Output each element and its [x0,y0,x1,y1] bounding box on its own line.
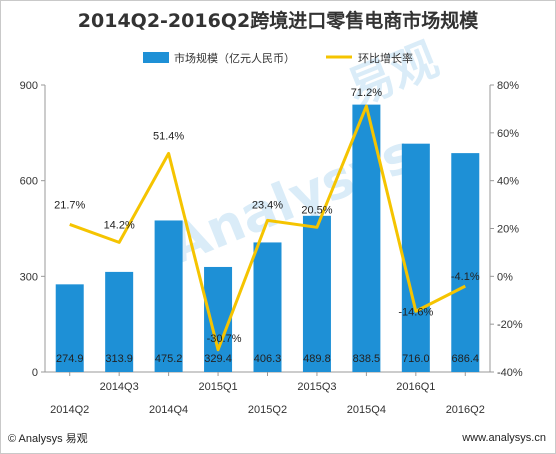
watermark-en: Analysys [160,123,423,276]
footer-url: www.analysys.cn [462,432,546,444]
y-left-tick-label: 300 [20,271,38,283]
legend-bar-swatch [143,52,169,63]
line-value-label: 71.2% [351,87,382,99]
chart-title: 2014Q2-2016Q2跨境进口零售电商市场规模 [77,10,479,32]
x-tick-label: 2015Q3 [297,381,336,393]
bar-value-label: 838.5 [353,353,381,365]
y-right-tick-label: -40% [497,367,523,379]
bar [451,153,480,372]
axes: 0 300 600 900 -40% -20% 0% 20% 40% 60% 80% 2014Q2 20… [20,80,523,416]
y-right-tick-label: 20% [497,224,519,236]
x-tick-label: 2015Q1 [198,381,237,393]
line-value-label: 21.7% [54,199,85,211]
line-value-label: -4.1% [451,271,480,283]
legend-line-label: 环比增长率 [358,51,413,65]
legend-bar-label: 市场规模（亿元人民币） [174,51,295,65]
x-tick-label: 2015Q2 [248,404,287,416]
y-left-tick-label: 900 [20,80,38,92]
bar-value-label: 329.4 [204,353,232,365]
line-series [69,104,466,352]
bar [55,284,84,372]
line-value-label: 23.4% [252,199,283,211]
bar-value-label: 406.3 [254,353,282,365]
bar [253,242,282,372]
footer-copyright: © Analysys 易观 [8,433,88,445]
x-tick-label: 2016Q2 [446,404,485,416]
watermark-cn: 易观 [340,32,446,117]
y-right-tick-label: 60% [497,128,519,140]
bar [204,266,233,372]
bar-value-label: 313.9 [105,353,133,365]
bar-value-label: 686.4 [452,353,480,365]
y-left-tick-label: 0 [32,367,38,379]
bar-series [55,104,480,372]
x-tick-label: 2014Q3 [100,381,139,393]
y-right-tick-label: 40% [497,176,519,188]
bar [302,215,331,372]
y-right-tick-label: 0% [497,271,513,283]
legend: 市场规模（亿元人民币） 环比增长率 [143,51,413,65]
bar-value-label: 475.2 [155,353,183,365]
line-value-label: -30.7% [207,333,242,345]
bar-value-label: 489.8 [303,353,331,365]
growth-line [69,104,466,352]
y-left-tick-label: 600 [20,176,38,188]
x-tick-label: 2016Q1 [396,381,435,393]
bar-value-label: 274.9 [56,353,84,365]
x-tick-label: 2014Q4 [149,404,188,416]
bar [401,143,430,372]
line-value-label: -14.6% [398,306,433,318]
line-value-label: 51.4% [153,130,184,142]
y-right-tick-label: -20% [497,319,523,331]
bar [105,271,134,372]
y-right-tick-label: 80% [497,80,519,92]
x-tick-label: 2014Q2 [50,404,89,416]
line-value-label: 14.2% [104,219,135,231]
data-labels: 274.9 313.9 475.2 329.4 406.3 489.8 838.5 716.0… [54,87,480,365]
line-value-label: 20.5% [301,204,332,216]
bar [154,220,183,372]
bar-value-label: 716.0 [402,353,430,365]
x-tick-label: 2015Q4 [347,404,386,416]
